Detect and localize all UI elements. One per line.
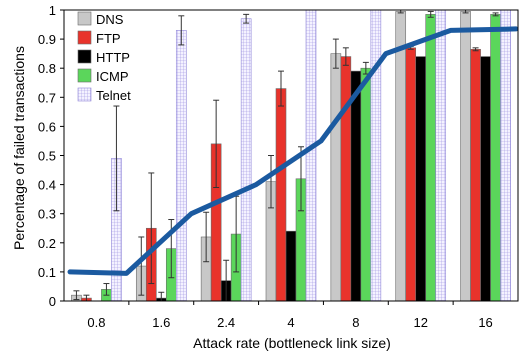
bar-ftp — [470, 48, 481, 302]
bar-icmp — [490, 14, 501, 302]
x-tick-label: 2.4 — [217, 315, 235, 330]
legend-label-ftp: FTP — [96, 31, 121, 46]
bars-layer — [71, 9, 511, 302]
legend-label-telnet: Telnet — [96, 88, 131, 103]
legend-swatch-ftp — [77, 30, 92, 45]
bar-telnet — [305, 9, 317, 302]
y-tick-label: 0.9 — [38, 32, 56, 47]
legend-label-dns: DNS — [96, 12, 124, 27]
y-tick-label: 0.7 — [38, 90, 56, 105]
legend: DNS FTP HTTP ICMP Telnet — [77, 11, 131, 103]
y-tick-label: 1 — [49, 3, 56, 18]
bar-telnet — [435, 9, 447, 302]
x-tick-label: 0.8 — [87, 315, 105, 330]
y-tick-label: 0.6 — [38, 119, 56, 134]
y-tick-label: 0.2 — [38, 236, 56, 251]
bar-telnet — [175, 30, 187, 302]
y-axis-label: Percentage of failed transactions — [11, 46, 27, 250]
y-tick-label: 0.8 — [38, 61, 56, 76]
x-tick-label: 8 — [352, 315, 359, 330]
bar-telnet — [500, 9, 511, 302]
bar-http — [350, 70, 362, 302]
trend-line-layer — [67, 26, 519, 276]
y-tick-label: 0.4 — [38, 178, 56, 193]
legend-swatch-http — [77, 49, 92, 64]
bar-dns — [395, 11, 407, 302]
bar-ftp — [340, 56, 352, 302]
x-tick-label: 4 — [287, 315, 294, 330]
bar-http — [480, 56, 491, 302]
bar-telnet — [370, 9, 382, 302]
legend-swatch-telnet — [77, 87, 92, 102]
x-tick-label: 16 — [478, 315, 492, 330]
legend-label-http: HTTP — [96, 50, 130, 65]
y-tick-label: 0 — [49, 294, 56, 309]
x-tick-label: 1.6 — [152, 315, 170, 330]
axes: 0 0.1 0.2 0.3 0.4 0.5 0.6 0.7 0.8 0.9 1 0.8 1.6 2.4 4 8… — [38, 3, 519, 330]
bar-http — [415, 56, 427, 302]
y-tick-label: 0.1 — [38, 265, 56, 280]
bar-icmp — [360, 67, 372, 302]
x-axis-label: Attack rate (bottleneck link size) — [193, 335, 391, 351]
bar-telnet — [240, 18, 252, 302]
bar-http — [285, 230, 297, 302]
bar-icmp — [425, 14, 437, 302]
bar-ftp — [275, 88, 287, 302]
y-tick-label: 0.5 — [38, 149, 56, 164]
bar-dns — [330, 53, 342, 302]
trend-line — [67, 26, 519, 276]
legend-label-icmp: ICMP — [96, 69, 129, 84]
x-tick-label: 12 — [413, 315, 427, 330]
legend-swatch-dns — [77, 11, 92, 26]
bar-dns — [460, 11, 471, 302]
legend-swatch-icmp — [77, 68, 92, 83]
y-tick-label: 0.3 — [38, 207, 56, 222]
bar-ftp — [405, 47, 417, 302]
